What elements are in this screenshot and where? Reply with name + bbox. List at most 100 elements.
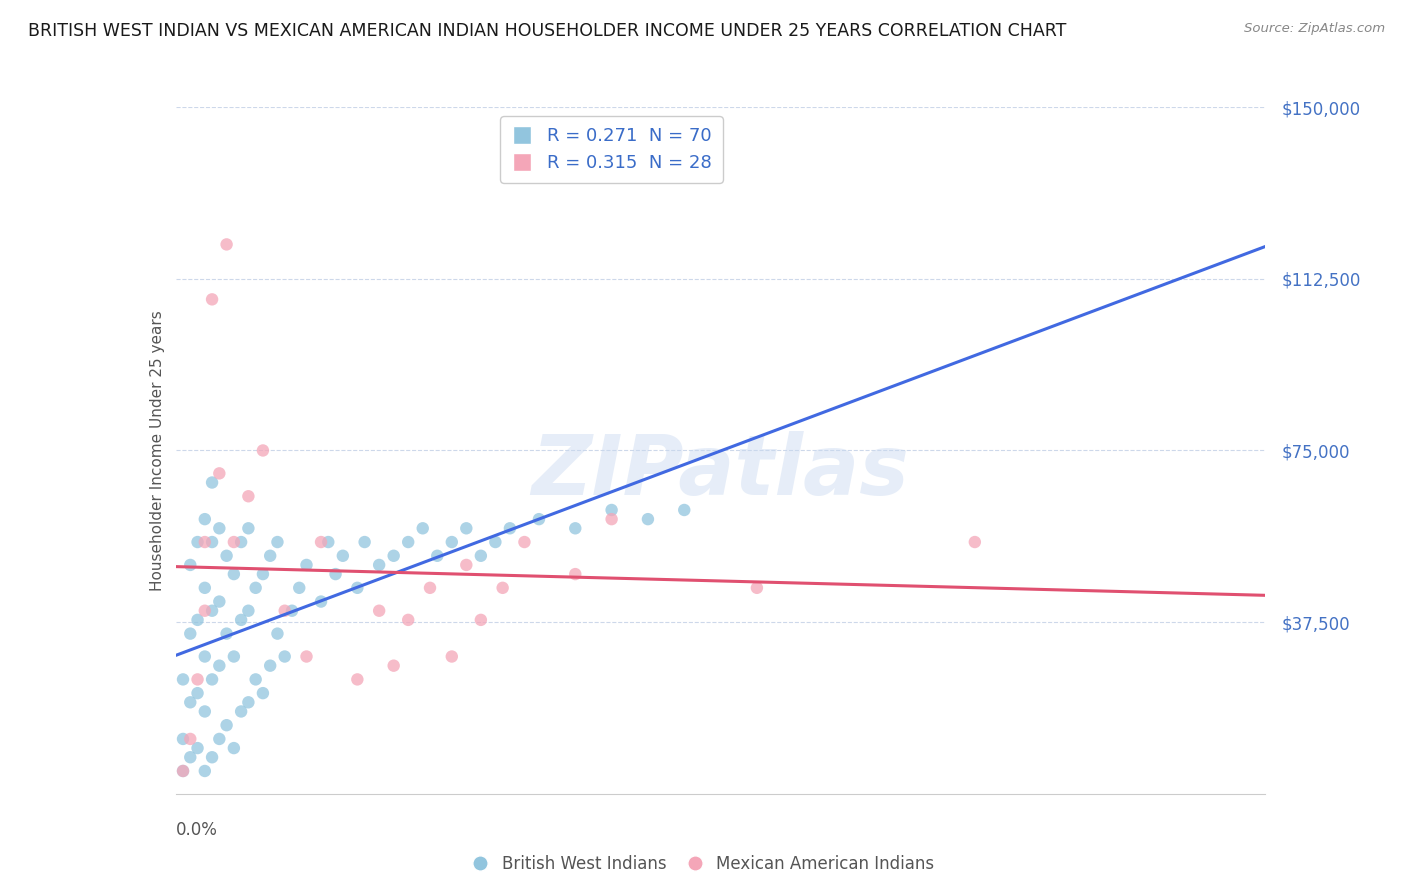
Point: [600, 503, 623, 517]
Point: [470, 549, 492, 563]
Point: [222, 567, 245, 582]
Point: [637, 512, 659, 526]
Point: [172, 731, 194, 746]
Point: [396, 613, 419, 627]
Point: [179, 558, 201, 572]
Point: [231, 613, 253, 627]
Point: [179, 750, 201, 764]
Point: [419, 581, 441, 595]
Point: [318, 535, 340, 549]
Point: [194, 764, 217, 778]
Point: [440, 649, 463, 664]
Point: [382, 549, 405, 563]
Point: [215, 626, 238, 640]
Point: [208, 594, 231, 608]
Point: [266, 626, 288, 640]
Point: [201, 475, 224, 490]
Point: [470, 613, 492, 627]
Point: [238, 489, 260, 503]
Point: [201, 673, 224, 687]
Point: [194, 581, 217, 595]
Point: [186, 741, 209, 756]
Point: [179, 695, 201, 709]
Point: [238, 604, 260, 618]
Point: [513, 535, 536, 549]
Point: [745, 581, 768, 595]
Point: [412, 521, 434, 535]
Point: [194, 512, 217, 526]
Point: [346, 673, 368, 687]
Point: [215, 549, 238, 563]
Point: [172, 764, 194, 778]
Point: [222, 649, 245, 664]
Point: [368, 604, 391, 618]
Point: [353, 535, 375, 549]
Point: [426, 549, 449, 563]
Point: [208, 658, 231, 673]
Point: [231, 535, 253, 549]
Point: [252, 567, 274, 582]
Point: [600, 512, 623, 526]
Point: [309, 594, 332, 608]
Point: [456, 558, 478, 572]
Point: [382, 658, 405, 673]
Point: [215, 237, 238, 252]
Point: [245, 581, 267, 595]
Point: [673, 503, 696, 517]
Point: [281, 604, 304, 618]
Point: [201, 604, 224, 618]
Point: [963, 535, 986, 549]
Point: [456, 521, 478, 535]
Point: [288, 581, 311, 595]
Point: [238, 521, 260, 535]
Point: [201, 750, 224, 764]
Point: [499, 521, 522, 535]
Point: [186, 673, 209, 687]
Point: [201, 293, 224, 307]
Point: [222, 741, 245, 756]
Point: [208, 467, 231, 481]
Point: [245, 673, 267, 687]
Point: [259, 658, 281, 673]
Point: [274, 649, 297, 664]
Point: [208, 521, 231, 535]
Point: [172, 764, 194, 778]
Point: [186, 535, 209, 549]
Point: [186, 686, 209, 700]
Point: [194, 535, 217, 549]
Text: 0.0%: 0.0%: [176, 822, 218, 839]
Point: [346, 581, 368, 595]
Point: [201, 535, 224, 549]
Point: [179, 626, 201, 640]
Point: [215, 718, 238, 732]
Text: ZIPatlas: ZIPatlas: [531, 431, 910, 512]
Point: [295, 649, 318, 664]
Point: [259, 549, 281, 563]
Point: [252, 443, 274, 458]
Point: [194, 705, 217, 719]
Legend: R = 0.271  N = 70, R = 0.315  N = 28: R = 0.271 N = 70, R = 0.315 N = 28: [501, 116, 723, 183]
Point: [194, 604, 217, 618]
Legend: British West Indians, Mexican American Indians: British West Indians, Mexican American I…: [465, 848, 941, 880]
Point: [325, 567, 347, 582]
Point: [252, 686, 274, 700]
Text: Source: ZipAtlas.com: Source: ZipAtlas.com: [1244, 22, 1385, 36]
Point: [492, 581, 515, 595]
Point: [238, 695, 260, 709]
Point: [231, 705, 253, 719]
Point: [309, 535, 332, 549]
Point: [527, 512, 550, 526]
Point: [179, 731, 201, 746]
Point: [172, 673, 194, 687]
Point: [440, 535, 463, 549]
Point: [332, 549, 354, 563]
Point: [396, 535, 419, 549]
Point: [266, 535, 288, 549]
Y-axis label: Householder Income Under 25 years: Householder Income Under 25 years: [149, 310, 165, 591]
Point: [208, 731, 231, 746]
Point: [484, 535, 506, 549]
Point: [564, 567, 586, 582]
Point: [274, 604, 297, 618]
Point: [564, 521, 586, 535]
Point: [295, 558, 318, 572]
